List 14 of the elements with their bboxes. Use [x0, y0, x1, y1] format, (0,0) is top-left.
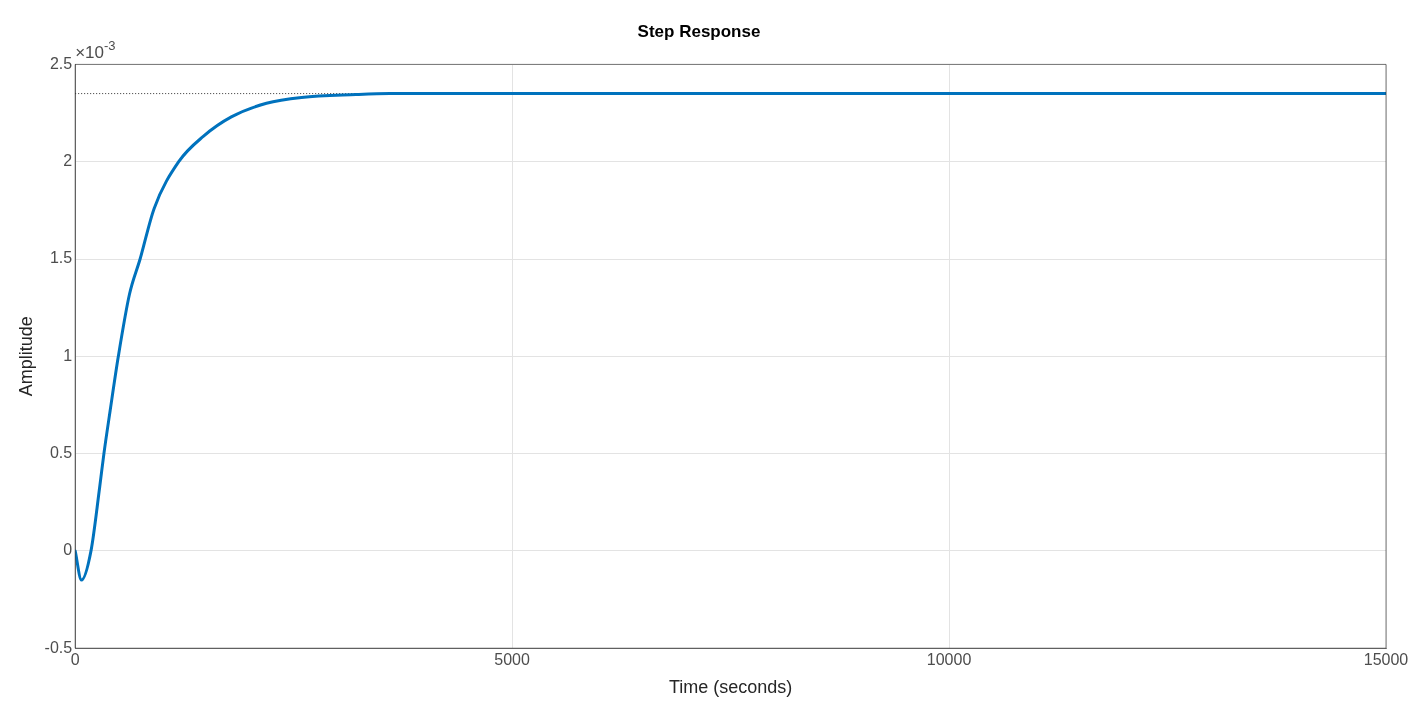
y-tick-label: 2: [63, 152, 73, 170]
y-axis-title: Amplitude: [15, 316, 36, 397]
y-tick-label: -0.5: [44, 638, 73, 656]
y-tick-label: 0: [63, 541, 73, 559]
y-tick-label: 1.5: [49, 249, 73, 267]
line-series: [75, 92, 1386, 582]
y-tick-label: 1: [63, 346, 73, 364]
x-tick-label: 5000: [494, 651, 531, 669]
y-tick-label: 0.5: [49, 444, 73, 462]
x-axis-title: Time (seconds): [668, 677, 793, 698]
chart-title: Step Response: [637, 21, 761, 41]
y-tick-label: 2.5: [49, 54, 73, 72]
x-tick-label: 10000: [926, 651, 972, 669]
x-tick-label: 15000: [1363, 651, 1409, 669]
